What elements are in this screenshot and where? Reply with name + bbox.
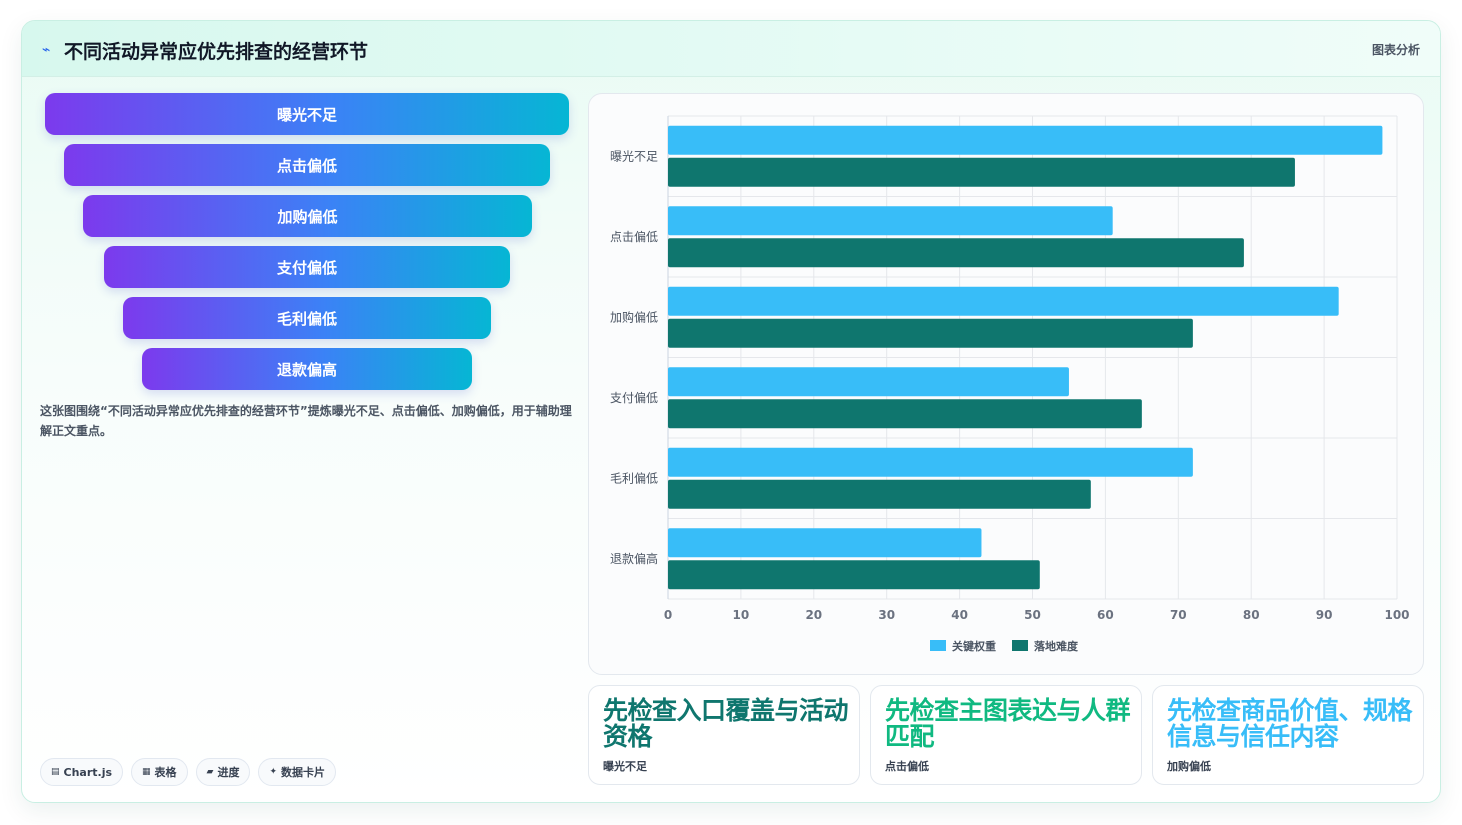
table-icon: ▦ xyxy=(142,767,151,777)
bar xyxy=(668,528,982,558)
kpi-value: 先检查入口覆盖与活动资格 xyxy=(603,696,849,751)
category-label: 点击偏低 xyxy=(610,229,658,244)
main-card: ⌁ 不同活动异常应优先排查的经营环节 图表分析 曝光不足 点击偏低 加购偏低 支… xyxy=(21,20,1441,803)
chart-panel: 曝光不足点击偏低加购偏低支付偏低毛利偏低退款偏高 0 10 20 30 40 50 60 70 8… xyxy=(588,93,1424,675)
funnel-step: 支付偏低 xyxy=(104,246,510,288)
page-title: 不同活动异常应优先排查的经营环节 xyxy=(64,41,369,63)
chip-chartjs[interactable]: ▤ Chart.js xyxy=(40,758,124,786)
category-label: 退款偏高 xyxy=(610,551,658,566)
kpi-value: 先检查主图表达与人群匹配 xyxy=(885,696,1131,751)
kpi-card: 先检查商品价值、规格信息与信任内容 加购偏低 xyxy=(1152,685,1424,785)
bar xyxy=(668,479,1091,509)
x-tick-label: 70 xyxy=(1170,608,1187,622)
x-tick-label: 0 xyxy=(664,608,672,622)
legend-swatch xyxy=(930,640,946,651)
bar xyxy=(668,206,1113,236)
tech-chips: ▤ Chart.js ▦ 表格 ▰ 进度 ✦ 数据卡片 xyxy=(40,758,337,786)
funnel-step: 点击偏低 xyxy=(64,144,550,186)
chip-data-cards[interactable]: ✦ 数据卡片 xyxy=(258,758,337,786)
category-label: 毛利偏低 xyxy=(610,470,658,485)
chart-description: 这张图围绕“不同活动异常应优先排查的经营环节”提炼曝光不足、点击偏低、加购偏低，… xyxy=(40,404,572,438)
x-tick-label: 40 xyxy=(951,608,968,622)
kpi-label: 点击偏低 xyxy=(885,760,929,773)
legend-label: 落地难度 xyxy=(1034,639,1079,653)
chip-table[interactable]: ▦ 表格 xyxy=(131,758,188,786)
kpi-card: 先检查主图表达与人群匹配 点击偏低 xyxy=(870,685,1142,785)
header-bar: ⌁ 不同活动异常应优先排查的经营环节 图表分析 xyxy=(22,21,1440,77)
pulse-icon: ⌁ xyxy=(42,42,51,58)
category-label: 曝光不足 xyxy=(610,149,658,163)
bar xyxy=(668,125,1383,155)
x-tick-label: 10 xyxy=(733,608,750,622)
funnel-step: 加购偏低 xyxy=(83,195,532,237)
x-tick-label: 30 xyxy=(878,608,895,622)
chart-analysis-tag: 图表分析 xyxy=(1371,43,1420,57)
funnel-step: 毛利偏低 xyxy=(123,297,491,339)
progress-icon: ▰ xyxy=(206,767,214,777)
bar xyxy=(668,399,1142,429)
kpi-value: 先检查商品价值、规格信息与信任内容 xyxy=(1167,696,1413,751)
bar xyxy=(668,238,1244,268)
funnel-step: 退款偏高 xyxy=(142,348,472,390)
bar xyxy=(668,318,1193,348)
kpi-card: 先检查入口覆盖与活动资格 曝光不足 xyxy=(588,685,860,785)
category-label: 支付偏低 xyxy=(610,390,658,405)
sparkle-icon: ✦ xyxy=(269,767,278,777)
x-tick-label: 50 xyxy=(1024,608,1041,622)
chip-progress[interactable]: ▰ 进度 xyxy=(195,758,251,786)
x-tick-label: 80 xyxy=(1243,608,1260,622)
bar xyxy=(668,367,1069,397)
category-label: 加购偏低 xyxy=(610,309,658,324)
bar xyxy=(668,286,1339,316)
x-tick-label: 90 xyxy=(1316,608,1333,622)
bar xyxy=(668,447,1193,477)
x-tick-label: 60 xyxy=(1097,608,1114,622)
x-tick-label: 100 xyxy=(1384,608,1409,622)
bar xyxy=(668,157,1295,187)
kpi-label: 加购偏低 xyxy=(1167,760,1211,773)
x-tick-label: 20 xyxy=(805,608,822,622)
chart-icon: ▤ xyxy=(51,767,60,777)
kpi-label: 曝光不足 xyxy=(603,760,647,773)
funnel-step: 曝光不足 xyxy=(45,93,569,135)
legend-label: 关键权重 xyxy=(952,639,996,653)
bar xyxy=(668,560,1040,590)
legend-swatch xyxy=(1012,640,1028,651)
